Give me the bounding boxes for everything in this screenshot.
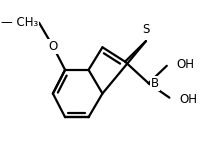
Text: OH: OH xyxy=(176,58,194,71)
Text: S: S xyxy=(142,23,150,36)
Text: B: B xyxy=(151,77,159,90)
Text: OH: OH xyxy=(179,93,197,106)
Text: O: O xyxy=(48,40,57,53)
Text: — CH₃: — CH₃ xyxy=(1,16,38,29)
